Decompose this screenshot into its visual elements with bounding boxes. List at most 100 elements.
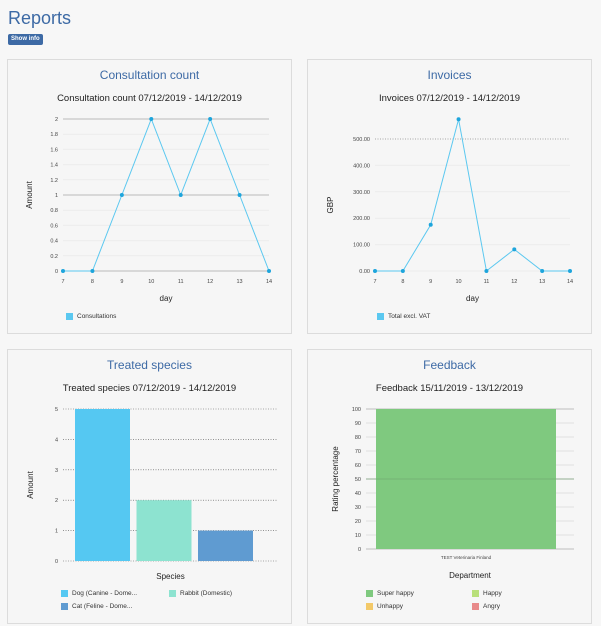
y-tick-label: 90 — [355, 421, 361, 427]
data-point — [267, 269, 271, 273]
data-point — [400, 269, 405, 273]
data-point — [119, 193, 124, 197]
y-tick-label: 2 — [55, 498, 58, 504]
y-axis-label: Amount — [26, 470, 35, 498]
y-tick-label: 5 — [55, 407, 58, 413]
consultation-chart-title: Consultation count 07/12/2019 - 14/12/20… — [57, 93, 242, 104]
data-point — [237, 193, 242, 197]
x-tick-label: 13 — [237, 279, 243, 285]
x-tick-label: 12 — [207, 279, 213, 285]
x-tick-label: 12 — [511, 279, 517, 285]
y-tick-label: 0 — [55, 269, 58, 275]
x-axis-label: Department — [449, 571, 492, 580]
y-tick-label: 20 — [355, 519, 361, 525]
y-tick-label: 3 — [55, 468, 58, 474]
data-point — [373, 269, 377, 273]
legend-item-angry[interactable]: Angry — [472, 603, 500, 610]
legend-item-super-happy[interactable]: Super happy — [366, 590, 414, 597]
invoices-panel: Invoices Invoices 07/12/2019 - 14/12/201… — [307, 59, 592, 334]
bar — [75, 409, 130, 561]
series-line — [375, 119, 570, 272]
legend-item-rabbit[interactable]: Rabbit (Domestic) — [169, 590, 232, 597]
y-tick-label: 10 — [355, 533, 361, 539]
legend-item-cat[interactable]: Cat (Feline - Dome... — [61, 603, 132, 610]
y-tick-label: 1.6 — [50, 147, 58, 153]
y-tick-label: 0.00 — [359, 269, 370, 275]
legend-label: Total excl. VAT — [388, 313, 431, 321]
data-point — [178, 193, 183, 197]
bar — [136, 500, 192, 561]
series-line — [63, 117, 270, 272]
x-tick-label: 7 — [61, 279, 64, 285]
x-tick-label: 10 — [456, 279, 462, 285]
legend-label: Super happy — [377, 590, 414, 598]
legend-item-happy[interactable]: Happy — [472, 590, 502, 597]
x-tick-label: 13 — [539, 279, 545, 285]
y-tick-label: 100.00 — [353, 243, 370, 249]
y-tick-label: 70 — [355, 449, 361, 455]
legend-swatch — [366, 603, 373, 610]
y-tick-label: 400.00 — [353, 163, 370, 169]
data-point — [456, 117, 461, 122]
show-info-button[interactable]: Show info — [8, 34, 43, 45]
legend-label: Cat (Feline - Dome... — [72, 603, 133, 611]
invoices-chart-title: Invoices 07/12/2019 - 14/12/2019 — [378, 93, 521, 104]
x-tick-label: 14 — [266, 279, 272, 285]
legend-swatch — [169, 590, 176, 597]
data-point — [512, 247, 517, 252]
legend-label: Dog (Canine - Dome... — [72, 590, 138, 598]
y-tick-label: 50 — [355, 477, 361, 483]
y-tick-label: 0.6 — [50, 223, 58, 229]
y-tick-label: 500.00 — [353, 137, 370, 143]
page-title: Reports — [8, 8, 72, 28]
legend-item-total-excl-vat[interactable]: Total excl. VAT — [377, 313, 430, 320]
y-tick-label: 1.4 — [50, 163, 58, 169]
data-point — [484, 269, 489, 273]
feedback-panel: Feedback Feedback 15/11/2019 - 13/12/201… — [307, 349, 592, 624]
x-tick-label: 11 — [484, 279, 490, 285]
data-point — [428, 222, 433, 227]
legend-label: Happy — [483, 590, 502, 598]
y-tick-label: 0.4 — [50, 239, 58, 245]
legend-swatch — [66, 313, 73, 320]
legend-swatch — [472, 590, 479, 597]
species-panel-title: Treated species — [107, 358, 192, 372]
legend-item-consultations[interactable]: Consultations — [66, 313, 116, 320]
y-tick-label: 4 — [55, 437, 58, 443]
y-tick-label: 1 — [55, 529, 58, 535]
y-tick-label: 0 — [358, 547, 361, 553]
consultation-panel-title: Consultation count — [99, 68, 200, 82]
data-point — [90, 269, 95, 273]
x-tick-label: TEST Veterinaria Finland — [441, 555, 492, 560]
species-chart-title: Treated species 07/12/2019 - 14/12/2019 — [62, 383, 237, 394]
species-chart: 0 1 2 3 4 5 Amount Species — [26, 407, 278, 581]
data-point — [568, 269, 572, 273]
legend-swatch — [472, 603, 479, 610]
y-axis-label: Amount — [25, 180, 34, 208]
treated-species-panel: Treated species Treated species 07/12/20… — [7, 349, 292, 624]
x-tick-label: 10 — [148, 279, 154, 285]
x-axis-label: day — [160, 294, 173, 303]
feedback-chart-title: Feedback 15/11/2019 - 13/12/2019 — [375, 383, 524, 394]
x-axis-label: day — [466, 294, 479, 303]
x-tick-label: 8 — [91, 279, 94, 285]
consultation-count-panel: Consultation count Consultation count 07… — [7, 59, 292, 334]
y-tick-label: 1.2 — [50, 178, 58, 184]
y-tick-label: 40 — [355, 491, 361, 497]
y-tick-label: 0.8 — [50, 208, 58, 214]
y-tick-label: 300.00 — [353, 190, 370, 196]
y-tick-label: 0 — [55, 559, 58, 565]
legend-item-dog[interactable]: Dog (Canine - Dome... — [61, 590, 137, 597]
consultation-chart: 0 0.2 0.4 0.6 0.8 1 1.2 1.4 1.6 1.8 2 7 8 9 10 11 12 13 14… — [25, 117, 272, 303]
data-point — [61, 269, 65, 273]
feedback-panel-title: Feedback — [423, 358, 476, 372]
x-tick-label: 14 — [567, 279, 573, 285]
feedback-chart: 0 10 20 30 40 50 60 70 80 90 100 Rating percentage D… — [331, 407, 574, 580]
invoices-chart: 0.00 100.00 200.00 300.00 400.00 500.00 7 8 9 10 1… — [326, 117, 573, 303]
x-tick-label: 8 — [401, 279, 404, 285]
bar — [198, 530, 253, 561]
legend-item-unhappy[interactable]: Unhappy — [366, 603, 403, 610]
y-axis-label: Rating percentage — [331, 446, 340, 512]
legend-label: Rabbit (Domestic) — [180, 590, 233, 598]
data-point — [540, 269, 545, 273]
